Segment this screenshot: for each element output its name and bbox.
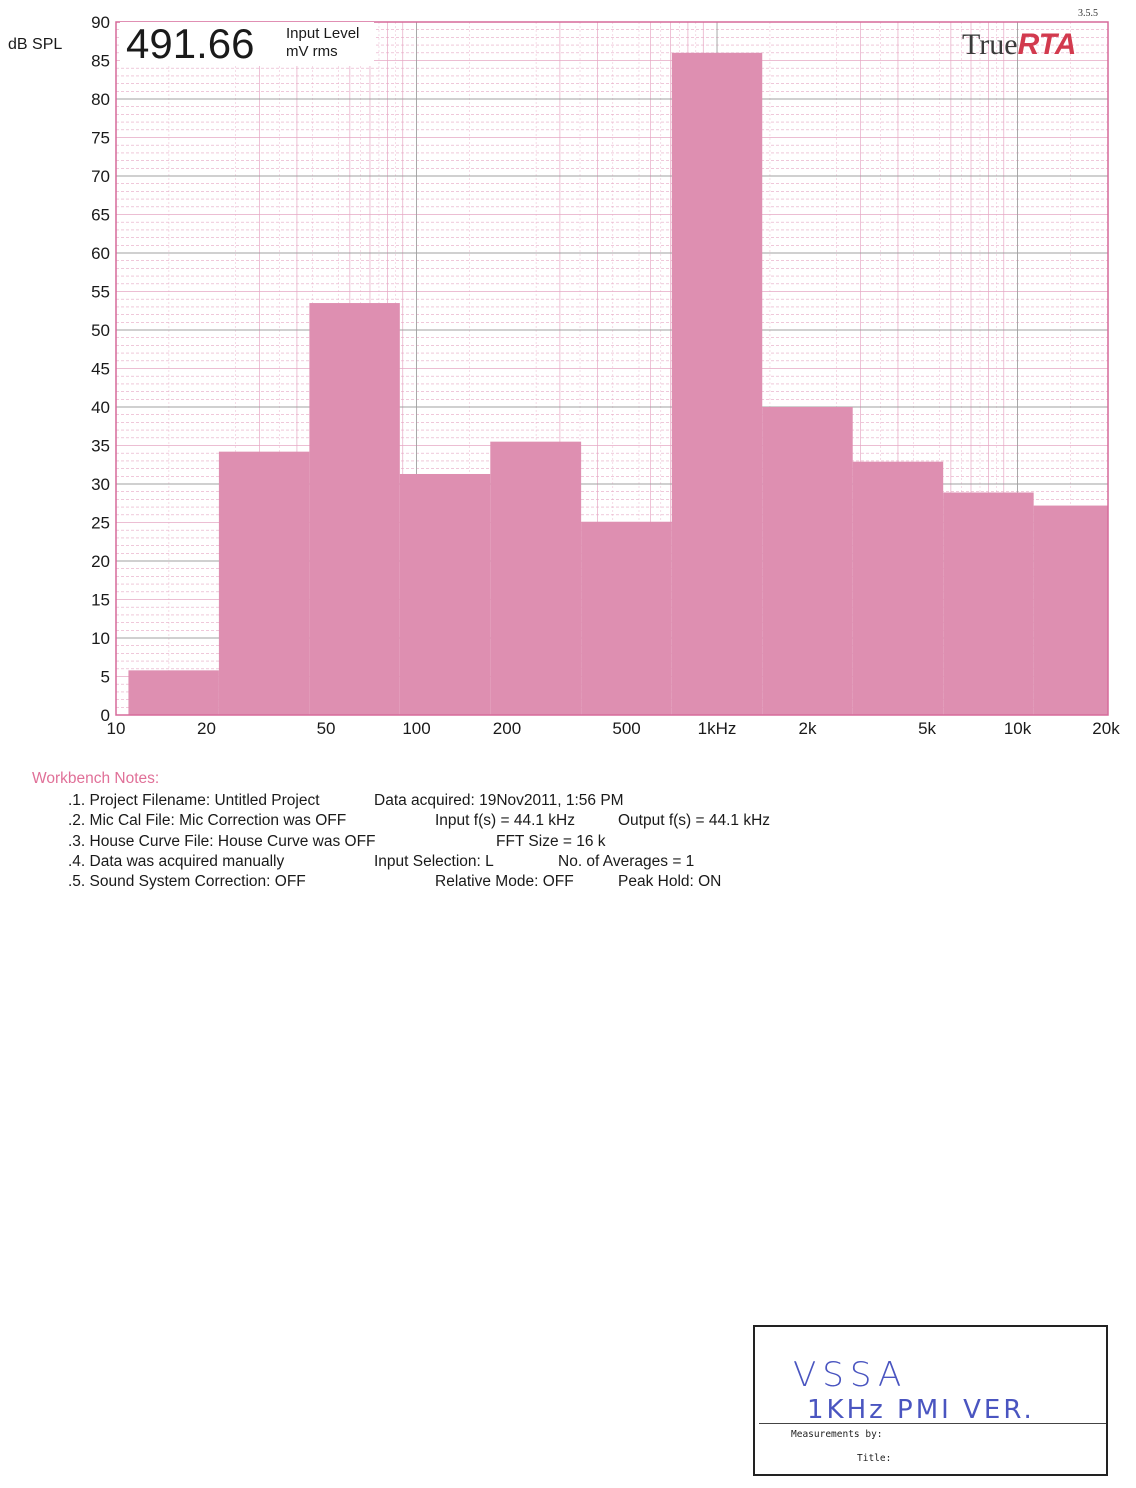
signature-box: VSSA 1KHz PMI VER. Measurements by: Titl…: [753, 1325, 1108, 1476]
rta-chart: 0 5 10 15 20 25 30 35 40 45 50 55 60 65 70 75 80 85 90 10 2…: [91, 13, 1121, 738]
bar-band-2: [218, 451, 310, 715]
y-tick-label: 85: [91, 52, 110, 71]
note-row-1-mid: Data acquired: 19Nov2011, 1:56 PM: [374, 792, 624, 809]
x-tick-label: 1kHz: [698, 719, 737, 738]
y-tick-label: 35: [91, 437, 110, 456]
note-row-5-right: Peak Hold: ON: [618, 873, 722, 891]
y-tick-label: 10: [91, 629, 110, 648]
y-tick-labels: 0 5 10 15 20 25 30 35 40 45 50 55 60 65 70 75 80 85 90: [91, 13, 110, 725]
y-tick-label: 55: [91, 283, 110, 302]
y-axis-label: dB SPL: [8, 36, 63, 53]
bar-band-3: [309, 303, 400, 715]
note-row-4-mid: Input Selection: L: [374, 852, 494, 870]
y-tick-label: 45: [91, 360, 110, 379]
bar-band-10: [943, 492, 1034, 715]
workbench-notes: Workbench Notes: .1. Project Filename: U…: [32, 770, 770, 890]
measurements-by-label: Measurements by:: [791, 1429, 883, 1440]
x-tick-label: 2k: [799, 719, 817, 738]
x-tick-label: 100: [402, 719, 430, 738]
input-level-label: Input Level mV rms: [286, 25, 359, 61]
y-tick-label: 70: [91, 167, 110, 186]
handwritten-line-2: 1KHz PMI VER.: [807, 1395, 1035, 1425]
note-row-2-right: Output f(s) = 44.1 kHz: [618, 812, 771, 830]
y-tick-label: 5: [101, 668, 110, 687]
note-row-4-left: .4. Data was acquired manually: [68, 852, 285, 870]
input-level-unit: mV rms: [286, 43, 338, 60]
x-tick-label: 5k: [918, 719, 936, 738]
plot-frame: [115, 21, 1109, 716]
x-tick-labels: 10 20 50 100 200 500 1kHz 2k 5k 10k 20k: [107, 719, 1121, 738]
y-tick-label: 80: [91, 90, 110, 109]
y-tick-label: 50: [91, 321, 110, 340]
x-tick-label: 50: [317, 719, 336, 738]
note-row-4-right: No. of Averages = 1: [558, 852, 695, 870]
notes-title: Workbench Notes:: [32, 770, 160, 787]
note-row-3-left: .3. House Curve File: House Curve was OF…: [68, 832, 376, 850]
title-label: Title:: [857, 1453, 892, 1464]
note-row-2-left: .2. Mic Cal File: Mic Correction was OFF: [68, 812, 347, 830]
y-tick-label: 40: [91, 398, 110, 417]
note-row-1-left: .1. Project Filename: Untitled Project: [68, 792, 320, 809]
truerta-logo: TrueRTA: [962, 28, 1076, 62]
bar-band-4: [399, 473, 491, 715]
bar-band-1: [128, 670, 219, 715]
input-level-label-line1: Input Level: [286, 25, 360, 42]
note-row-2-mid: Input f(s) = 44.1 kHz: [435, 812, 575, 830]
note-row-5-left: .5. Sound System Correction: OFF: [68, 873, 306, 891]
note-row-5-mid: Relative Mode: OFF: [435, 873, 574, 891]
y-tick-label: 60: [91, 244, 110, 263]
logo-rta: RTA: [1017, 28, 1077, 61]
bar-band-5: [490, 441, 582, 715]
bar-band-6: [581, 521, 672, 715]
x-tick-label: 20k: [1092, 719, 1120, 738]
logo-true: True: [962, 28, 1018, 61]
y-tick-label: 90: [91, 13, 110, 32]
input-level-readout: 491.66 Input Level mV rms: [120, 22, 374, 66]
y-tick-label: 30: [91, 475, 110, 494]
bar-band-8: [762, 407, 853, 715]
signature-divider: [759, 1423, 1106, 1424]
x-tick-label: 200: [493, 719, 521, 738]
y-tick-label: 75: [91, 129, 110, 148]
y-tick-label: 15: [91, 591, 110, 610]
y-tick-label: 25: [91, 514, 110, 533]
y-tick-label: 20: [91, 552, 110, 571]
y-tick-label: 65: [91, 206, 110, 225]
bar-band-11: [1033, 505, 1108, 715]
bar-band-9: [852, 461, 944, 715]
bar-band-7: [671, 52, 763, 716]
handwritten-line-1: VSSA: [793, 1355, 908, 1395]
bars: [128, 52, 1108, 716]
input-level-value: 491.66: [126, 20, 255, 67]
x-tick-label: 10: [107, 719, 126, 738]
x-tick-label: 500: [612, 719, 640, 738]
version-label: 3.5.5: [1078, 8, 1098, 19]
note-row-3-mid: FFT Size = 16 k: [496, 832, 606, 850]
y-tick-label: 0: [101, 706, 110, 725]
x-tick-label: 10k: [1004, 719, 1032, 738]
x-tick-label: 20: [197, 719, 216, 738]
